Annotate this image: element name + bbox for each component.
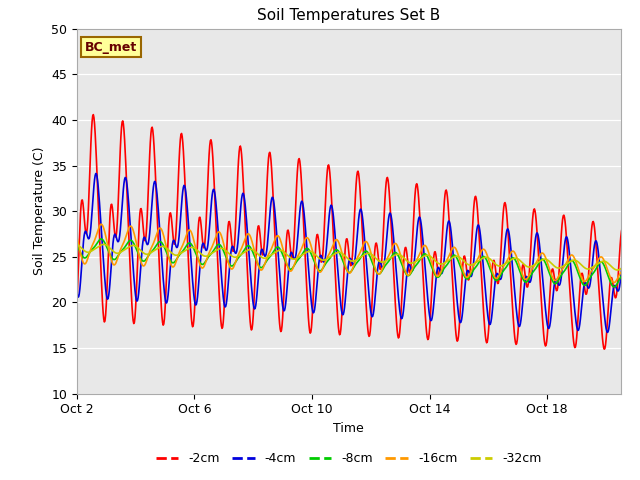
-4cm	[604, 329, 611, 335]
-8cm	[97, 236, 105, 242]
-8cm	[298, 252, 305, 258]
-32cm	[488, 257, 495, 263]
-2cm	[600, 346, 608, 352]
-8cm	[390, 251, 397, 256]
-8cm	[248, 246, 255, 252]
-4cm	[488, 310, 496, 315]
-32cm	[570, 257, 577, 263]
Line: -2cm: -2cm	[77, 115, 623, 349]
-4cm	[73, 289, 81, 295]
-2cm	[73, 301, 81, 307]
Y-axis label: Soil Temperature (C): Soil Temperature (C)	[33, 147, 45, 276]
-8cm	[620, 271, 627, 276]
-8cm	[610, 284, 618, 290]
-4cm	[248, 283, 255, 288]
-8cm	[73, 241, 81, 247]
-32cm	[297, 253, 305, 259]
Line: -4cm: -4cm	[77, 173, 623, 332]
-32cm	[205, 252, 212, 258]
-2cm	[570, 343, 578, 348]
Legend: -2cm, -4cm, -8cm, -16cm, -32cm: -2cm, -4cm, -8cm, -16cm, -32cm	[151, 447, 547, 470]
-16cm	[298, 246, 305, 252]
-8cm	[570, 260, 578, 266]
-16cm	[488, 268, 496, 274]
-2cm	[90, 112, 97, 118]
-16cm	[570, 255, 578, 261]
-32cm	[73, 241, 81, 247]
-32cm	[247, 246, 255, 252]
-16cm	[620, 266, 627, 272]
X-axis label: Time: Time	[333, 422, 364, 435]
Line: -16cm: -16cm	[77, 224, 623, 283]
-2cm	[620, 227, 627, 232]
-2cm	[205, 151, 213, 157]
-8cm	[488, 271, 496, 277]
-32cm	[613, 267, 621, 273]
-4cm	[92, 170, 100, 176]
-2cm	[488, 267, 496, 273]
-4cm	[390, 235, 397, 240]
-32cm	[389, 253, 397, 259]
-4cm	[205, 229, 213, 235]
-4cm	[298, 198, 305, 204]
Text: BC_met: BC_met	[85, 41, 137, 54]
-16cm	[610, 280, 618, 286]
-16cm	[73, 233, 81, 239]
-4cm	[620, 251, 627, 256]
Line: -32cm: -32cm	[77, 244, 623, 270]
-4cm	[570, 302, 578, 308]
Title: Soil Temperatures Set B: Soil Temperatures Set B	[257, 9, 440, 24]
-2cm	[390, 267, 397, 273]
-8cm	[205, 253, 213, 259]
-16cm	[248, 237, 255, 242]
Line: -8cm: -8cm	[77, 239, 623, 287]
-2cm	[298, 182, 305, 188]
-2cm	[248, 327, 255, 333]
-16cm	[205, 250, 213, 256]
-16cm	[97, 221, 105, 227]
-16cm	[390, 242, 397, 248]
-32cm	[620, 264, 627, 270]
